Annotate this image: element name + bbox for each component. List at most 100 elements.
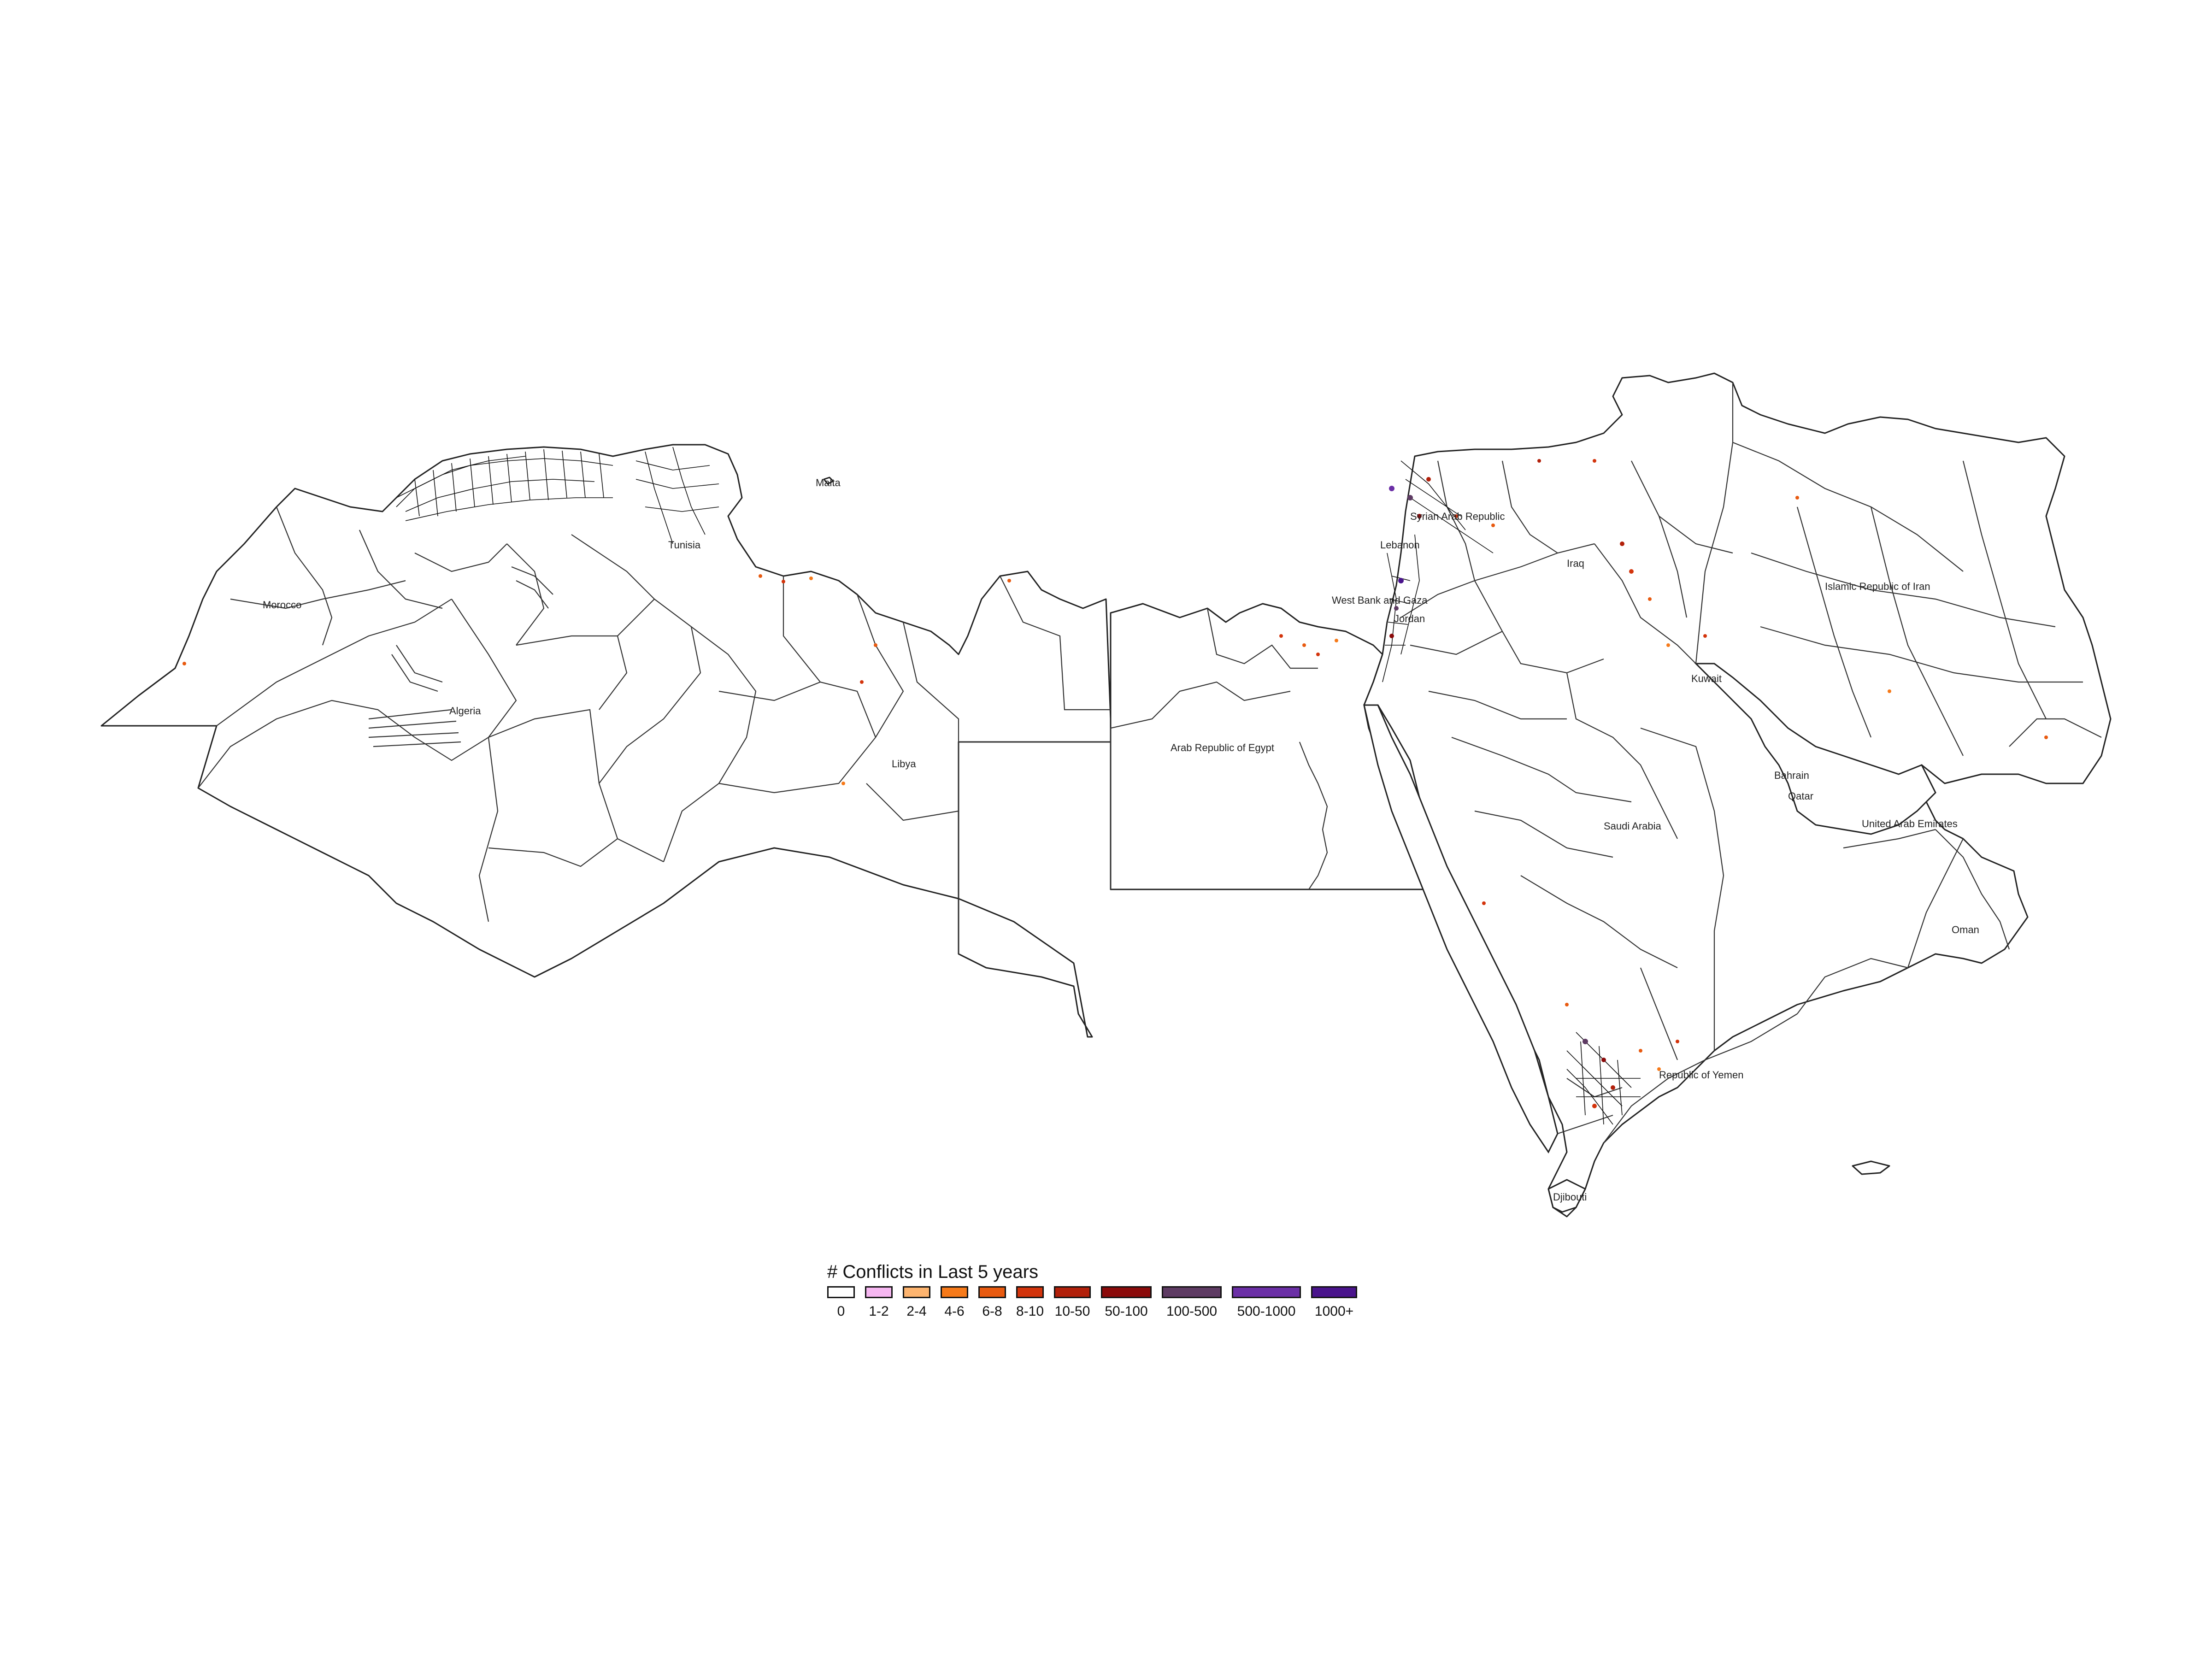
conflict-dot — [1795, 496, 1799, 500]
legend-label: 50-100 — [1105, 1304, 1148, 1319]
map-legend: # Conflicts in Last 5 years 0 1-2 2-4 4-6 6-… — [827, 1262, 1399, 1319]
legend-item: 500-1000 — [1232, 1286, 1301, 1319]
conflict-dot — [182, 662, 186, 665]
legend-title: # Conflicts in Last 5 years — [827, 1262, 1038, 1282]
conflict-dot — [1491, 524, 1495, 527]
legend-item: 2-4 — [903, 1286, 930, 1319]
legend-swatch — [903, 1286, 930, 1298]
legend-swatch — [1232, 1286, 1301, 1298]
conflict-dot — [1666, 643, 1670, 647]
legend-swatch — [1101, 1286, 1152, 1298]
conflict-dot — [1007, 579, 1011, 582]
conflict-dot — [782, 580, 785, 583]
conflict-dot — [1676, 1040, 1679, 1043]
conflict-dot — [1426, 477, 1431, 482]
label-qatar: Qatar — [1788, 790, 1813, 802]
conflict-dot — [1620, 541, 1624, 546]
egypt-landmass — [1110, 603, 1430, 890]
conflict-dot — [1657, 1067, 1661, 1071]
legend-label: 0 — [837, 1304, 845, 1319]
north-africa-region — [100, 444, 1430, 1038]
legend-item: 1-2 — [865, 1286, 893, 1319]
label-libya: Libya — [892, 758, 916, 770]
label-kuwait: Kuwait — [1691, 673, 1722, 684]
label-lebanon: Lebanon — [1380, 539, 1420, 551]
legend-swatch — [827, 1286, 855, 1298]
socotra-island — [1852, 1160, 1890, 1175]
conflict-dot — [1417, 514, 1422, 518]
conflict-dot — [1639, 1049, 1642, 1053]
conflict-dot — [1389, 634, 1394, 638]
conflict-dot — [809, 577, 813, 580]
djibouti-area — [1547, 1179, 1586, 1213]
conflict-dot — [1583, 1039, 1588, 1044]
legend-label: 10-50 — [1054, 1304, 1090, 1319]
label-malta: Malta — [816, 477, 841, 488]
label-yemen: Republic of Yemen — [1659, 1069, 1743, 1081]
legend-label: 100-500 — [1166, 1304, 1218, 1319]
conflict-dot — [1888, 689, 1891, 693]
label-saudi: Saudi Arabia — [1604, 820, 1662, 832]
legend-swatch — [1016, 1286, 1044, 1298]
legend-item: 100-500 — [1162, 1286, 1222, 1319]
conflict-dot — [1565, 1003, 1569, 1006]
conflict-dot — [1389, 486, 1394, 491]
legend-label: 4-6 — [944, 1304, 965, 1319]
conflict-dot — [1611, 1085, 1615, 1090]
dense-admin-grid-algeria-tunisia — [396, 447, 719, 544]
conflict-dot — [1398, 578, 1404, 583]
conflict-dot — [1629, 569, 1634, 574]
conflict-dot — [874, 643, 877, 647]
middle-east-region — [1363, 372, 2112, 1218]
legend-label: 2-4 — [906, 1304, 927, 1319]
legend-swatch — [1311, 1286, 1358, 1298]
label-jordan: Jordan — [1394, 613, 1425, 624]
dense-admin-grid-levant-yemen — [1382, 460, 1641, 1125]
legend-item: 4-6 — [941, 1286, 968, 1319]
conflict-dot — [1537, 459, 1541, 463]
conflict-dot — [2044, 735, 2048, 739]
legend-label: 8-10 — [1016, 1304, 1044, 1319]
malta-island — [823, 477, 834, 485]
legend-swatch — [865, 1286, 893, 1298]
nile-river — [1299, 741, 1328, 890]
conflict-dot — [1592, 1104, 1597, 1108]
label-djibouti: Djibouti — [1553, 1191, 1587, 1203]
legend-item: 1000+ — [1311, 1286, 1358, 1319]
conflict-dot — [1593, 459, 1596, 463]
conflict-dot — [1703, 634, 1707, 638]
label-morocco: Morocco — [263, 599, 301, 611]
legend-item: 50-100 — [1101, 1286, 1152, 1319]
conflict-dot — [1648, 597, 1652, 601]
maghreb-libya-landmass — [100, 444, 1112, 1038]
legend-bins: 0 1-2 2-4 4-6 6-8 8-10 10-50 50-100 100-500 500-1… — [827, 1286, 1399, 1319]
conflict-points — [182, 459, 2048, 1108]
middle-east-admin-boundaries — [1400, 382, 2102, 1143]
legend-item: 0 — [827, 1286, 855, 1319]
label-bahrain: Bahrain — [1774, 770, 1809, 781]
legend-swatch — [978, 1286, 1006, 1298]
label-algeria: Algeria — [449, 705, 481, 717]
label-west-bank: West Bank and Gaza — [1332, 594, 1428, 606]
conflict-dot — [1335, 639, 1338, 642]
conflict-dot — [759, 574, 762, 578]
legend-swatch — [941, 1286, 968, 1298]
legend-item: 10-50 — [1054, 1286, 1091, 1319]
legend-swatch — [1054, 1286, 1091, 1298]
label-oman: Oman — [1952, 924, 1979, 935]
conflict-dot — [1316, 653, 1320, 656]
label-uae: United Arab Emirates — [1862, 818, 1958, 830]
legend-label: 1-2 — [869, 1304, 889, 1319]
north-africa-admin-boundaries — [198, 506, 1318, 954]
label-iran: Islamic Republic of Iran — [1825, 581, 1930, 592]
legend-item: 8-10 — [1016, 1286, 1044, 1319]
legend-label: 1000+ — [1314, 1304, 1354, 1319]
label-egypt: Arab Republic of Egypt — [1171, 742, 1274, 753]
conflict-dot — [841, 782, 845, 785]
middle-east-landmass — [1363, 372, 2112, 1218]
conflict-dot — [1407, 495, 1413, 500]
conflict-dot — [1302, 643, 1306, 647]
conflict-dot — [1454, 514, 1458, 518]
legend-label: 6-8 — [982, 1304, 1002, 1319]
